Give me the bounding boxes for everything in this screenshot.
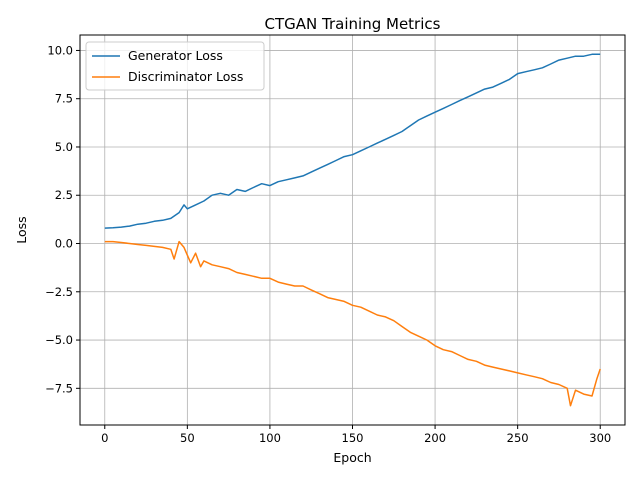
- chart-title: CTGAN Training Metrics: [265, 15, 441, 33]
- y-tick-label: 10.0: [47, 43, 73, 57]
- x-tick-label: 0: [101, 431, 108, 445]
- y-tick-label: −2.5: [45, 285, 73, 299]
- y-tick-label: −7.5: [45, 381, 73, 395]
- x-tick-label: 100: [259, 431, 281, 445]
- axis-ticks: 0 50 100 150 200 250 300 −7.5 −5.0 −2.5 0.0 2.5 5.0 7…: [45, 43, 611, 445]
- generator-loss-line: [104, 53, 601, 229]
- x-axis-label: Epoch: [333, 450, 371, 465]
- plot-series: [104, 53, 601, 407]
- discriminator-loss-line: [104, 240, 601, 407]
- x-tick-label: 50: [180, 431, 195, 445]
- y-tick-label: 0.0: [55, 237, 73, 251]
- legend-frame: [85, 41, 265, 91]
- y-tick-label: 7.5: [55, 92, 73, 106]
- x-tick-label: 200: [424, 431, 446, 445]
- legend-label-discriminator: Discriminator Loss: [128, 69, 243, 84]
- y-tick-label: −5.0: [45, 333, 73, 347]
- y-tick-label: 2.5: [55, 188, 73, 202]
- y-axis-label: Loss: [14, 216, 29, 243]
- grid-lines: [80, 35, 625, 425]
- x-tick-label: 150: [342, 431, 364, 445]
- x-tick-label: 300: [589, 431, 611, 445]
- legend: Generator Loss Discriminator Loss: [85, 41, 265, 91]
- x-tick-label: 250: [507, 431, 529, 445]
- y-tick-label: 5.0: [55, 140, 73, 154]
- legend-label-generator: Generator Loss: [128, 48, 223, 63]
